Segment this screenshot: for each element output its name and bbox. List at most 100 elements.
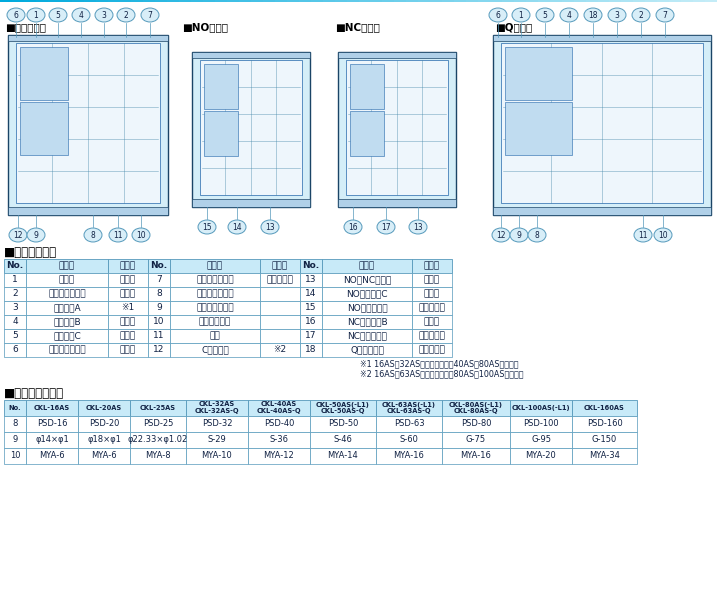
Bar — [505, 102, 572, 155]
Bar — [376, 416, 442, 432]
Bar — [4, 448, 26, 464]
Text: 12: 12 — [153, 346, 165, 354]
Text: S-46: S-46 — [333, 436, 353, 445]
Bar — [505, 47, 572, 100]
Bar — [260, 273, 300, 287]
Bar — [412, 329, 452, 343]
Ellipse shape — [27, 228, 45, 242]
Bar — [299, 0, 310, 2]
Bar — [382, 0, 394, 2]
Text: 2: 2 — [12, 290, 18, 299]
Bar — [442, 416, 510, 432]
Text: 13: 13 — [413, 222, 423, 232]
Bar — [26, 400, 78, 416]
Bar — [130, 416, 186, 432]
Bar — [310, 416, 376, 432]
Text: アルミ: アルミ — [424, 275, 440, 285]
Text: 15: 15 — [305, 304, 317, 312]
Text: ※2 16AS～63ASはステンレス　80AS～100ASは炭素鋼: ※2 16AS～63ASはステンレス 80AS～100ASは炭素鋼 — [360, 369, 523, 378]
Text: PSD-50: PSD-50 — [328, 419, 358, 429]
Text: MYA-12: MYA-12 — [264, 452, 295, 461]
Bar — [300, 273, 322, 287]
Bar — [300, 329, 322, 343]
Bar — [108, 329, 148, 343]
Text: Qスプリング: Qスプリング — [350, 346, 384, 354]
Bar — [143, 0, 156, 2]
Text: CKL-20AS: CKL-20AS — [86, 405, 122, 411]
Bar — [322, 343, 412, 357]
Text: ■NCタイプ: ■NCタイプ — [335, 22, 380, 32]
Bar — [260, 301, 300, 315]
Bar — [130, 432, 186, 448]
Text: MYA-6: MYA-6 — [91, 452, 117, 461]
Bar — [239, 0, 251, 2]
Bar — [572, 416, 637, 432]
Text: MYA-16: MYA-16 — [460, 452, 491, 461]
Text: ステンレス: ステンレス — [419, 304, 445, 312]
Bar — [4, 343, 26, 357]
Bar — [108, 343, 148, 357]
Text: ※1: ※1 — [121, 304, 135, 312]
Bar — [490, 0, 502, 2]
Bar — [72, 0, 84, 2]
Text: ステンレス: ステンレス — [419, 331, 445, 341]
Bar — [148, 329, 170, 343]
Ellipse shape — [608, 8, 626, 22]
Text: φ14×φ1: φ14×φ1 — [35, 436, 69, 445]
Bar — [338, 199, 456, 207]
Text: 4: 4 — [566, 10, 571, 20]
Text: φ22.33×φ1.02: φ22.33×φ1.02 — [128, 436, 188, 445]
Text: 11: 11 — [638, 230, 647, 240]
Text: NCスプリング: NCスプリング — [347, 331, 387, 341]
Text: 9: 9 — [34, 230, 39, 240]
Bar — [376, 448, 442, 464]
Text: 2: 2 — [639, 10, 643, 20]
Text: CKL-100AS(-L1): CKL-100AS(-L1) — [512, 405, 570, 411]
Bar — [227, 0, 239, 2]
Bar — [248, 416, 310, 432]
Text: 7: 7 — [156, 275, 162, 285]
Bar — [394, 0, 407, 2]
Bar — [310, 448, 376, 464]
Bar — [20, 47, 68, 100]
Bar — [170, 343, 260, 357]
Ellipse shape — [198, 220, 216, 234]
Bar — [260, 343, 300, 357]
Bar — [156, 0, 167, 2]
Bar — [338, 52, 456, 58]
Bar — [454, 0, 466, 2]
Text: 2: 2 — [123, 10, 128, 20]
Bar — [248, 432, 310, 448]
Bar — [191, 0, 203, 2]
Bar — [260, 329, 300, 343]
Bar — [251, 0, 263, 2]
Bar — [412, 343, 452, 357]
Text: 3: 3 — [12, 304, 18, 312]
Bar — [78, 400, 130, 416]
Text: 7: 7 — [148, 10, 153, 20]
Text: 3: 3 — [102, 10, 106, 20]
Bar — [192, 52, 310, 58]
Ellipse shape — [132, 228, 150, 242]
Bar — [108, 287, 148, 301]
Bar — [310, 432, 376, 448]
Text: ※2: ※2 — [273, 346, 287, 354]
Text: G-75: G-75 — [466, 436, 486, 445]
Bar — [510, 432, 572, 448]
Bar — [310, 0, 323, 2]
Text: 6: 6 — [495, 10, 500, 20]
Ellipse shape — [9, 228, 27, 242]
Bar — [203, 0, 215, 2]
Text: 18: 18 — [588, 10, 598, 20]
Text: 11: 11 — [113, 230, 123, 240]
Bar — [4, 432, 26, 448]
Text: アルミ: アルミ — [424, 290, 440, 299]
Bar — [550, 0, 561, 2]
Bar — [586, 0, 597, 2]
Bar — [179, 0, 191, 2]
Text: ボディ: ボディ — [59, 275, 75, 285]
Bar — [338, 52, 456, 207]
Bar — [108, 259, 148, 273]
Ellipse shape — [141, 8, 159, 22]
Bar — [418, 0, 430, 2]
